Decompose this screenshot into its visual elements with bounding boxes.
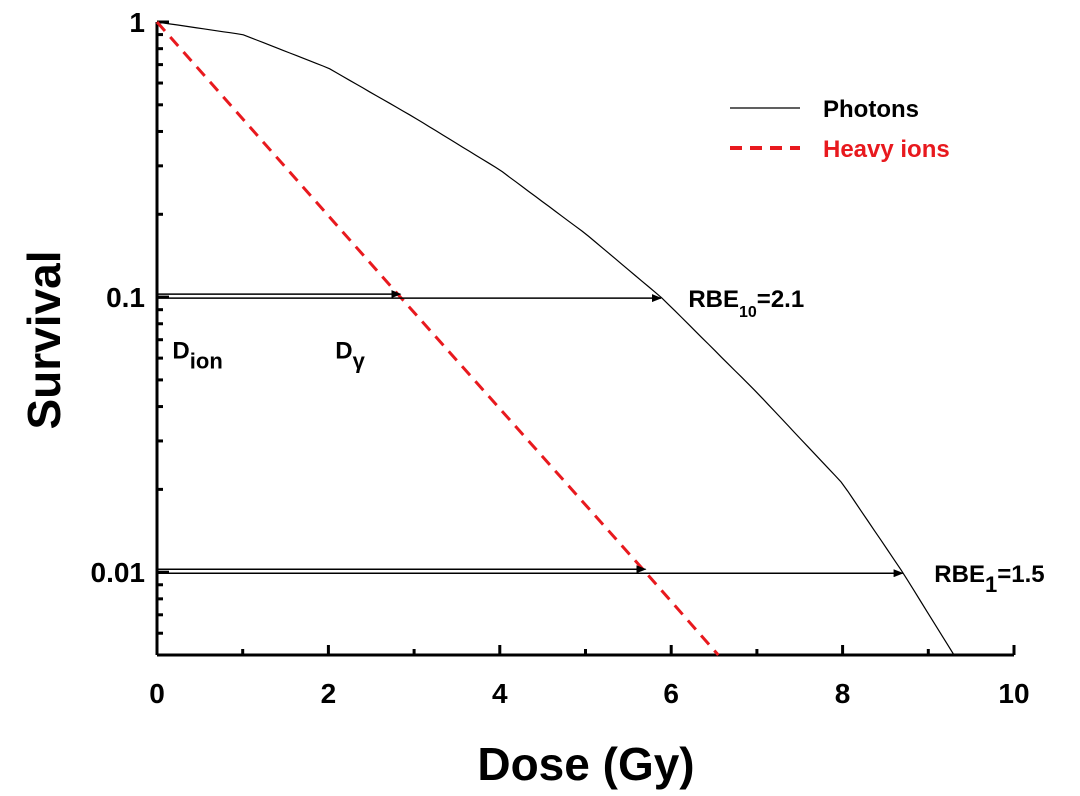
annotation-main: RBE	[934, 561, 985, 588]
x-tick-label: 4	[492, 678, 508, 709]
annotation-subscript: 10	[739, 304, 757, 321]
annotation-main: D	[172, 338, 189, 365]
legend-label-heavy-ions: Heavy ions	[823, 136, 950, 163]
x-tick-label: 2	[321, 678, 337, 709]
annotation-subscript: 1	[985, 572, 997, 597]
annotation-main: D	[335, 338, 352, 365]
series-line-photons	[156, 21, 955, 656]
y-tick-label: 0.01	[91, 557, 146, 588]
annotation-main: RBE	[688, 286, 739, 313]
annotation-d-ion: Dion	[172, 338, 222, 374]
annotation-value: =1.5	[997, 561, 1044, 588]
x-tick-label: 10	[998, 678, 1029, 709]
annotation-rbe1: RBE1=1.5	[934, 561, 1044, 597]
legend-label-photons: Photons	[823, 96, 919, 123]
x-axis-title: Dose (Gy)	[477, 738, 694, 790]
x-tick-label: 0	[149, 678, 165, 709]
x-tick-label: 6	[663, 678, 679, 709]
annotation-d-gamma: Dγ	[335, 338, 365, 374]
series-line-heavy-ions	[155, 21, 720, 656]
annotation-rbe10: RBE10=2.1	[688, 286, 804, 321]
y-tick-label: 0.1	[106, 282, 145, 313]
annotation-subscript: ion	[190, 349, 223, 374]
y-axis-title: Survival	[18, 251, 70, 430]
annotation-value: =2.1	[757, 286, 804, 313]
annotation-subscript: γ	[353, 349, 366, 374]
y-tick-label: 1	[129, 7, 145, 38]
x-tick-label: 8	[835, 678, 851, 709]
